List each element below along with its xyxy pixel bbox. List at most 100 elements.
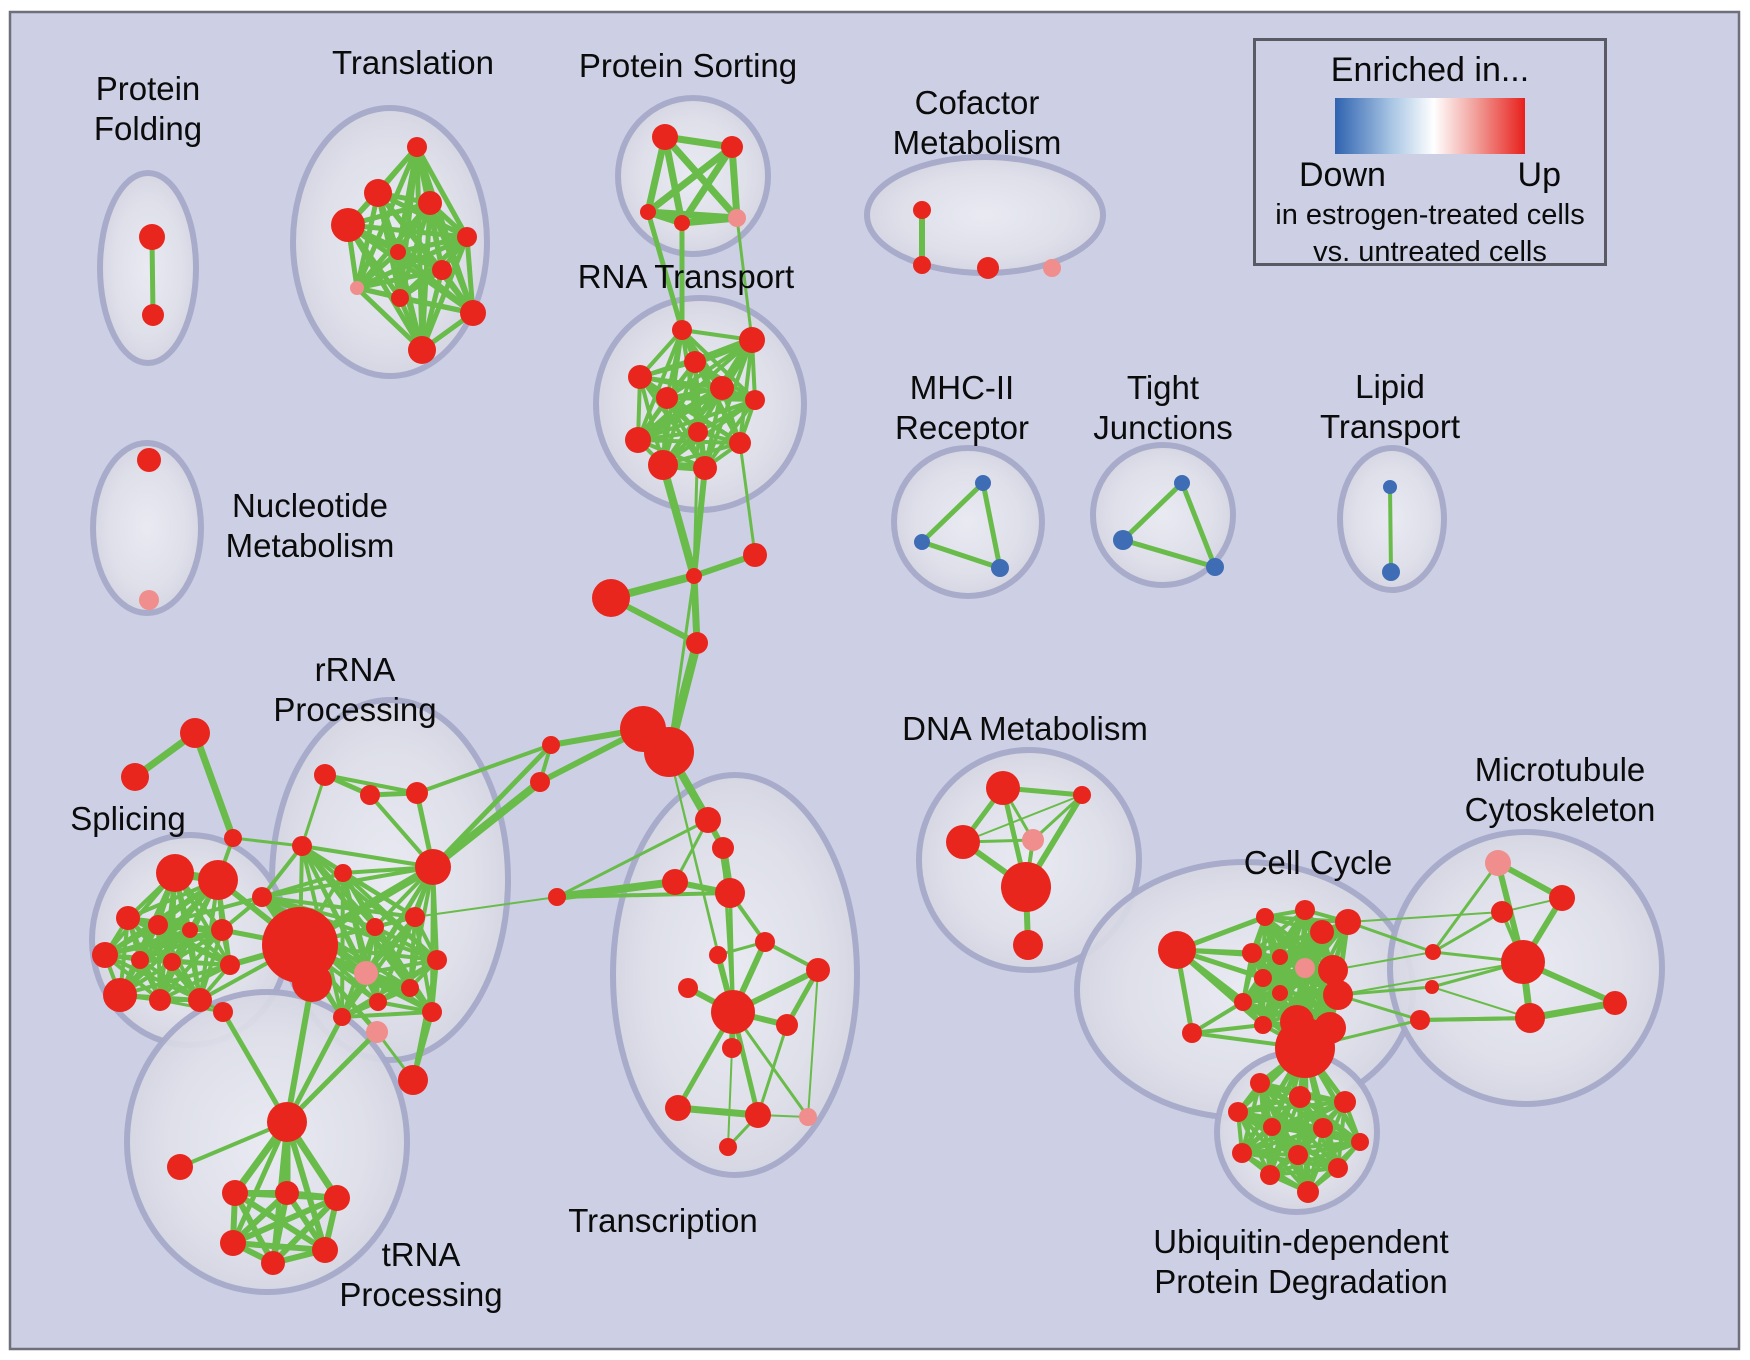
cluster-ellipse-protein-folding	[97, 170, 199, 366]
node-lp2	[1382, 563, 1400, 581]
cluster-label-tight-junctions: Tight	[1127, 369, 1199, 406]
node-mt2	[1549, 885, 1575, 911]
node-cc9	[1254, 969, 1272, 987]
node-dn4	[1022, 829, 1044, 851]
node-ub1	[1250, 1073, 1270, 1093]
cluster-label-dna-metabolism: DNA Metabolism	[902, 710, 1148, 747]
edge	[735, 216, 754, 342]
node-mh2	[914, 534, 930, 550]
node-tn4	[220, 1230, 246, 1256]
edge	[1431, 986, 1531, 1019]
edge	[1336, 985, 1434, 997]
legend-caption-line2: vs. untreated cells	[1313, 236, 1547, 268]
edge	[260, 844, 304, 899]
edge	[395, 249, 476, 316]
edge	[220, 1009, 290, 1125]
node-rt5	[710, 376, 734, 400]
node-rr9	[366, 918, 384, 936]
node-cc7	[1295, 958, 1315, 978]
cluster-label-mhc-ii-receptor: Receptor	[895, 409, 1029, 446]
node-dn1	[986, 771, 1020, 805]
edge	[158, 963, 232, 1002]
node-ti	[167, 1154, 193, 1180]
edge	[345, 222, 425, 353]
node-cc13	[1254, 1016, 1272, 1034]
node-tn1	[222, 1180, 248, 1206]
cluster-label-nucleotide-metabolism: Nucleotide	[232, 487, 388, 524]
edge	[644, 143, 736, 216]
edge	[659, 461, 698, 580]
node-tr3	[418, 191, 442, 215]
edge	[230, 1240, 328, 1253]
node-cc4	[1310, 920, 1334, 944]
cluster-label-rrna-processing: rRNA	[315, 651, 396, 688]
node-cc8	[1318, 955, 1348, 985]
edge	[634, 384, 726, 444]
node-tj2	[1113, 530, 1133, 550]
legend-title: Enriched in...	[1330, 51, 1530, 89]
node-rt8	[688, 422, 708, 442]
edge	[756, 1023, 789, 1117]
cluster-label-ubiquitin-degradation: Ubiquitin-dependent	[1153, 1223, 1448, 1260]
node-dn5	[1001, 862, 1051, 912]
node-cc3	[1335, 909, 1361, 935]
edge	[1031, 793, 1084, 842]
node-tr9	[391, 289, 409, 307]
node-sp7	[92, 942, 118, 968]
edge	[373, 925, 434, 1014]
edge	[300, 773, 327, 848]
node-tb	[213, 1002, 233, 1022]
cluster-label-splicing: Splicing	[70, 800, 186, 837]
node-sp5	[182, 922, 198, 938]
edge	[230, 1195, 340, 1246]
node-ub2	[1289, 1086, 1311, 1108]
edge	[1241, 993, 1340, 1004]
cluster-label-cell-cycle: Cell Cycle	[1244, 844, 1393, 881]
legend-gradient-bar	[1335, 98, 1525, 154]
edge	[1347, 911, 1503, 923]
edge	[721, 846, 735, 1014]
node-tr5	[457, 227, 477, 247]
edge	[340, 1010, 434, 1019]
node-ps2	[721, 136, 743, 158]
node-rr3	[406, 782, 428, 804]
edge	[919, 480, 986, 545]
node-sp11	[103, 978, 137, 1012]
edge	[1431, 910, 1504, 954]
cluster-label-protein-sorting: Protein Sorting	[579, 47, 797, 84]
edge	[555, 891, 732, 899]
node-rr1	[314, 764, 336, 786]
edge	[354, 285, 425, 353]
edge	[692, 430, 700, 578]
node-sp2	[198, 860, 238, 900]
node-sp13	[188, 988, 212, 1012]
edge	[553, 878, 679, 901]
node-tx1	[695, 807, 721, 833]
node-rt6	[656, 387, 678, 409]
edge	[738, 441, 757, 557]
node-br2	[743, 543, 767, 567]
node-rr8	[252, 887, 272, 907]
node-sp9	[163, 953, 181, 971]
edge	[703, 398, 757, 470]
edge	[103, 928, 224, 957]
edge	[270, 1195, 340, 1266]
node-cc1	[1256, 908, 1274, 926]
cluster-label-translation: Translation	[332, 44, 494, 81]
node-ub10	[1260, 1165, 1280, 1185]
edge	[1418, 1016, 1532, 1022]
node-ccH	[1275, 1018, 1335, 1078]
edge	[1346, 920, 1435, 954]
node-sp3	[116, 906, 140, 930]
edge	[728, 143, 741, 222]
cluster-label-trna-processing: Processing	[339, 1276, 502, 1313]
node-mh3	[991, 559, 1009, 577]
node-tn6	[312, 1237, 338, 1263]
node-ps3	[640, 204, 656, 220]
edge	[411, 958, 439, 1082]
node-rt7	[745, 390, 765, 410]
node-tri3	[224, 829, 242, 847]
edge	[231, 836, 304, 848]
node-tn5	[261, 1251, 285, 1275]
node-tri2	[121, 763, 149, 791]
